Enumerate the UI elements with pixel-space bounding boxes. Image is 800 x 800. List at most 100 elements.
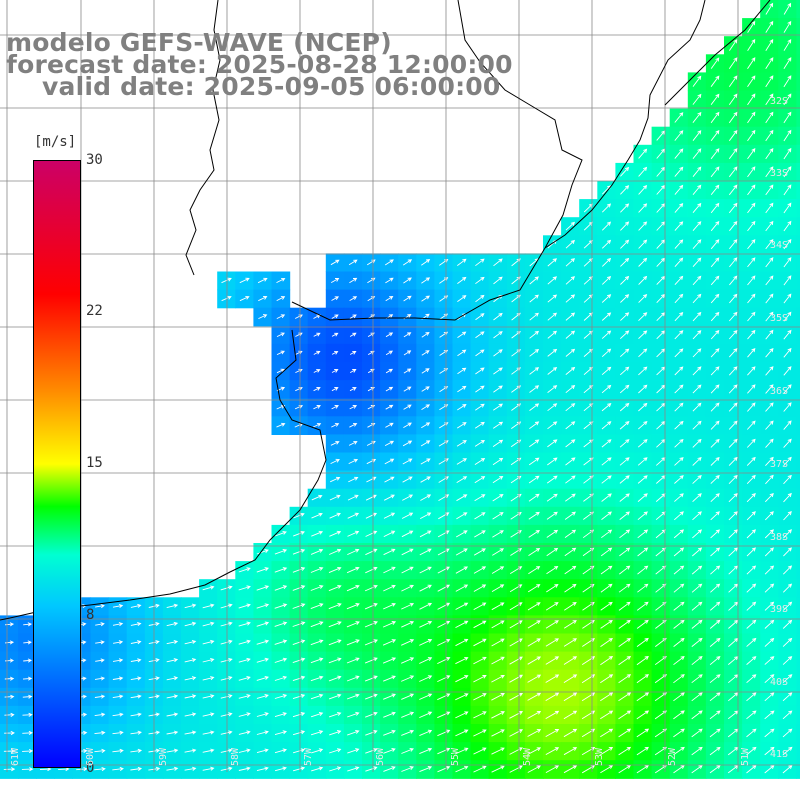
wind-cell [796, 380, 800, 399]
wind-arrow [747, 239, 756, 250]
wind-arrow [636, 656, 649, 666]
wind-arrow [455, 584, 469, 592]
wind-arrow [692, 166, 702, 177]
wind-arrow [384, 458, 395, 465]
wind-arrow [401, 548, 414, 556]
wind-arrow [673, 565, 685, 575]
wind-arrow [545, 747, 560, 755]
lon-label: 59W [158, 747, 169, 766]
wind-arrow [457, 367, 467, 375]
wind-cell [796, 561, 800, 580]
wind-arrow [710, 493, 720, 503]
wind-arrow [256, 712, 269, 717]
wind-arrow [747, 39, 756, 51]
wind-arrow [765, 366, 774, 376]
wind-arrow [238, 675, 251, 681]
wind-cell [796, 235, 800, 254]
wind-arrow [565, 403, 576, 412]
wind-arrow [564, 547, 577, 557]
wind-arrow [709, 765, 721, 774]
wind-arrow [419, 530, 432, 538]
wind-cell [796, 742, 800, 761]
wind-arrow [455, 765, 469, 773]
wind-arrow [401, 620, 415, 628]
wind-arrow [783, 184, 792, 196]
lat-label: 38S [770, 532, 789, 543]
wind-cell [796, 72, 800, 92]
wind-arrow [311, 530, 324, 537]
wind-arrow [421, 331, 430, 338]
wind-arrow [437, 729, 451, 737]
wind-arrow [276, 350, 285, 356]
graticule [0, 0, 800, 772]
wind-arrow [674, 130, 684, 141]
wind-arrow [184, 730, 197, 735]
wind-arrow [421, 404, 431, 410]
wind-arrow [600, 728, 614, 738]
wind-arrow [473, 675, 487, 683]
wind-arrow [492, 457, 504, 466]
wind-arrow [21, 767, 34, 772]
wind-arrow [728, 420, 738, 430]
wind-arrow [493, 331, 503, 339]
wind-arrow [365, 566, 378, 574]
wind-arrow [385, 368, 394, 374]
wind-arrow [692, 438, 702, 448]
wind-arrow [202, 585, 215, 591]
wind-arrow [782, 656, 793, 665]
wind-arrow [276, 314, 286, 320]
wind-arrow [329, 494, 341, 501]
wind-arrow [365, 711, 378, 718]
wind-arrow [601, 348, 612, 358]
wind-arrow [764, 692, 775, 702]
wind-arrow [546, 511, 558, 520]
wind-arrow [310, 693, 324, 700]
wind-arrow [94, 748, 106, 753]
wind-arrow [709, 692, 721, 702]
wind-arrow [220, 694, 233, 699]
wind-arrow [710, 583, 721, 593]
wind-arrow [492, 530, 504, 538]
wind-arrow [328, 675, 342, 682]
wind-arrow [492, 421, 504, 429]
wind-arrow [692, 420, 702, 430]
wind-arrow [619, 547, 631, 557]
wind-arrow [349, 314, 357, 319]
wind-arrow [383, 548, 396, 556]
wind-arrow [746, 656, 757, 665]
wind-arrow [746, 764, 757, 774]
wind-cell [796, 307, 800, 327]
wind-arrow [23, 640, 32, 645]
wind-arrow [600, 583, 613, 593]
wind-arrow [620, 185, 630, 195]
wind-arrow [364, 639, 378, 646]
wind-arrow [729, 257, 738, 268]
wind-cell [796, 36, 800, 55]
wind-arrow [346, 603, 360, 610]
wind-arrow [673, 601, 685, 611]
wind-cell [796, 144, 800, 164]
wind-arrow [601, 529, 613, 539]
wind-arrow [347, 530, 360, 537]
wind-arrow [547, 276, 558, 285]
wind-arrow [783, 257, 792, 268]
wind-arrow [184, 676, 197, 681]
wind-arrow [527, 765, 541, 773]
wind-arrow [473, 747, 487, 755]
wind-arrow [527, 729, 542, 737]
wind-arrow [349, 422, 358, 428]
wind-arrow [419, 602, 433, 610]
lat-label: 34S [770, 240, 789, 251]
wind-arrow [764, 728, 775, 738]
wind-arrow [692, 529, 703, 539]
wind-arrow [600, 710, 614, 720]
wind-arrow [403, 404, 412, 410]
wind-arrow [638, 402, 648, 412]
wind-arrow [673, 692, 685, 702]
wind-arrow [330, 259, 340, 266]
wind-arrow [475, 258, 485, 267]
wind-arrow [4, 676, 15, 681]
wind-arrow [565, 294, 576, 303]
wind-arrow [601, 511, 612, 520]
wind-arrow [765, 239, 774, 250]
